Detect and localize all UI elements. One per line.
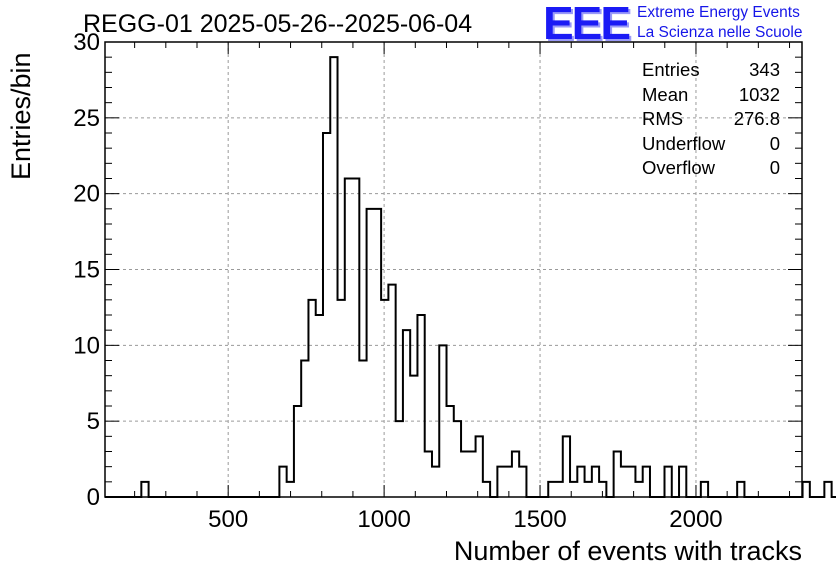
eee-logo-mark: EEE	[543, 0, 631, 49]
stat-value: 0	[769, 157, 780, 178]
stat-underflow: Underflow 0	[642, 132, 780, 157]
stat-value: 1032	[738, 83, 780, 105]
y-tick-label: 15	[73, 257, 100, 284]
x-axis-label: Number of events with tracks	[453, 536, 802, 566]
x-tick-label: 500	[208, 506, 248, 533]
y-tick-label: 25	[73, 105, 100, 132]
stat-label: Overflow	[642, 157, 715, 178]
stat-value: 276.8	[733, 108, 780, 129]
y-axis-label: Entries/bin	[6, 52, 36, 180]
eee-logo: EEE Extreme Energy Events La Scienza nel…	[543, 0, 833, 49]
logo-text-line1: Extreme Energy Events	[637, 4, 800, 21]
stat-label: RMS	[642, 108, 684, 129]
stat-rms: RMS 276.8	[642, 107, 780, 132]
x-tick-label: 1000	[357, 506, 410, 533]
x-tick-label: 1500	[513, 506, 566, 533]
y-tick-label: 5	[87, 408, 100, 435]
y-tick-label: 30	[73, 29, 100, 56]
stat-label: Mean	[642, 83, 689, 105]
stat-label: Underflow	[642, 132, 726, 154]
stat-entries: Entries 343	[642, 58, 780, 83]
stat-mean: Mean 1032	[642, 83, 780, 108]
chart-title: REGG-01 2025-05-26--2025-06-04	[83, 10, 473, 38]
y-tick-label: 20	[73, 181, 100, 208]
x-tick-label: 2000	[669, 506, 722, 533]
stat-overflow: Overflow 0	[642, 156, 780, 181]
stats-box: Entries 343 Mean 1032 RMS 276.8 Underflo…	[642, 58, 780, 181]
y-tick-label: 0	[87, 484, 100, 511]
stat-value: 0	[769, 132, 780, 154]
y-tick-label: 10	[73, 332, 100, 359]
stat-label: Entries	[642, 59, 700, 80]
logo-text-line2: La Scienza nelle Scuole	[637, 24, 803, 41]
stat-value: 343	[749, 59, 780, 80]
